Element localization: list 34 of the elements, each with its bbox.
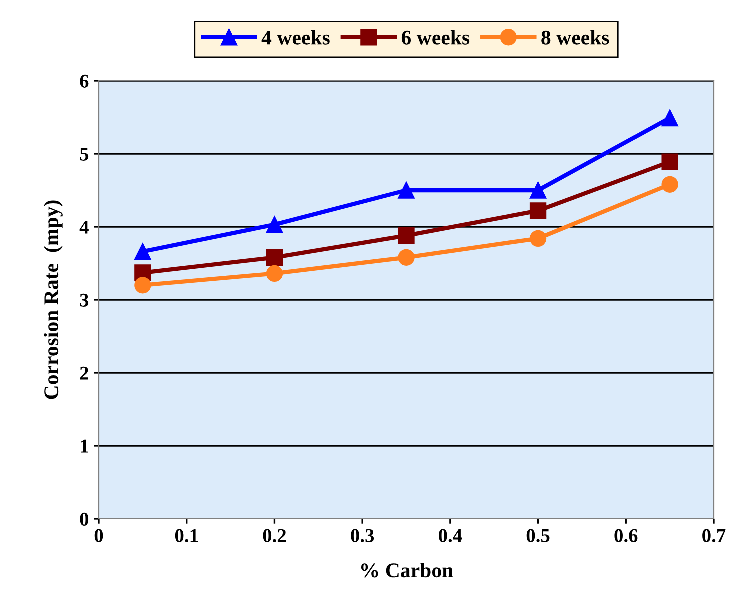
point (530, 230, 547, 248)
point (662, 176, 678, 193)
y-axis-title: Corrosion Rate (mpy) (44, 200, 63, 400)
x-tick-label: 0.7 (702, 529, 726, 542)
point (266, 265, 284, 282)
point (398, 182, 415, 199)
y-tick-label: 4 (80, 220, 89, 234)
x-tick-label: 0.3 (351, 529, 374, 542)
x-tick-label: 0.5 (526, 529, 550, 542)
y-tick-label: 5 (80, 148, 89, 161)
x-tick-label: 0.6 (614, 529, 638, 542)
y-tick-label: 1 (81, 440, 88, 453)
point (530, 182, 547, 199)
y-tick-label: 6 (80, 74, 89, 88)
point (398, 227, 415, 244)
legend-label: 6 weeks (402, 30, 470, 45)
x-tick-label: 0.4 (439, 529, 462, 542)
y-tick-label: 2 (80, 366, 88, 380)
x-tick-label: 0 (94, 529, 104, 542)
point (530, 202, 547, 220)
point (398, 249, 415, 266)
x-axis-title: % Carbon (361, 563, 454, 578)
legend-label: 4 weeks (262, 30, 330, 45)
point (134, 243, 152, 260)
point (662, 154, 678, 170)
y-tick-label: 0 (80, 512, 89, 526)
x-tick-label: 0.2 (263, 529, 286, 542)
y-tick-label: 3 (80, 294, 89, 307)
x-tick-label: 0.1 (175, 529, 198, 542)
legend-label: 8 weeks (542, 30, 610, 45)
point (662, 110, 678, 127)
point (266, 216, 284, 234)
point (134, 277, 152, 294)
point (266, 249, 284, 266)
